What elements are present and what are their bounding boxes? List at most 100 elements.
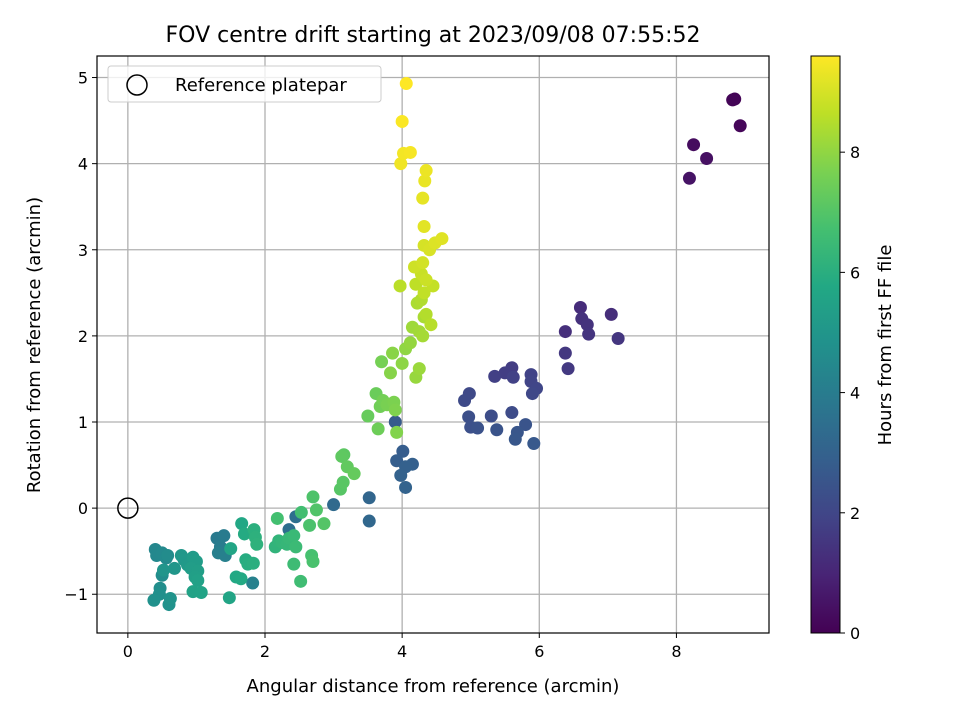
scatter-point (294, 505, 308, 519)
scatter-point (419, 273, 433, 287)
scatter-point (561, 362, 575, 376)
y-tick-label: 2 (78, 327, 88, 346)
scatter-point (371, 422, 385, 436)
colorbar-gradient (810, 55, 841, 634)
scatter-point (217, 529, 231, 543)
reference-point-group (117, 497, 139, 519)
scatter-point (687, 138, 701, 152)
scatter-point (224, 542, 238, 556)
x-tick-label: 4 (397, 642, 407, 661)
x-axis-label: Angular distance from reference (arcmin) (247, 676, 620, 697)
scatter-point (682, 171, 696, 185)
colorbar-label: Hours from first FF file (875, 245, 896, 446)
scatter-point (327, 498, 341, 512)
scatter-point (700, 151, 714, 165)
scatter-points (147, 77, 747, 612)
scatter-point (306, 490, 320, 504)
y-tick-label: 0 (78, 499, 88, 518)
scatter-point (362, 491, 376, 505)
scatter-point (419, 164, 433, 178)
legend-box (107, 65, 382, 103)
scatter-point (167, 561, 181, 575)
legend: Reference platepar (107, 65, 382, 103)
scatter-point (347, 467, 361, 481)
scatter-point (235, 517, 249, 531)
scatter-point (396, 444, 410, 458)
scatter-point (163, 592, 177, 606)
reference-point (117, 497, 139, 519)
scatter-point (419, 307, 433, 321)
colorbar: 0 2 4 6 8 Hours from first FF file (810, 55, 896, 643)
scatter-point (558, 346, 572, 360)
scatter-point (194, 586, 208, 600)
x-tick-label: 2 (260, 642, 270, 661)
scatter-point (336, 475, 350, 489)
grid (97, 56, 769, 633)
scatter-point (582, 327, 596, 341)
scatter-point (416, 256, 430, 270)
scatter-point (399, 77, 413, 91)
scatter-point (403, 336, 417, 350)
scatter-point (250, 537, 264, 551)
scatter-point (394, 468, 408, 482)
scatter-point (435, 232, 449, 246)
scatter-point (611, 331, 625, 345)
scatter-point (246, 556, 260, 570)
scatter-point (157, 563, 171, 577)
scatter-point (412, 362, 426, 376)
scatter-point (505, 406, 519, 420)
scatter-point (395, 356, 409, 370)
scatter-point (303, 518, 317, 532)
scatter-point (289, 540, 303, 554)
scatter-point (462, 410, 476, 424)
y-tick-label: 1 (78, 413, 88, 432)
scatter-point (418, 174, 432, 188)
scatter-point (416, 329, 430, 343)
scatter-point (580, 318, 594, 332)
x-tick-label: 0 (123, 642, 133, 661)
legend-label: Reference platepar (175, 75, 347, 96)
scatter-point (246, 576, 260, 590)
scatter-point (416, 191, 430, 205)
plot-frame (96, 55, 770, 634)
scatter-point (393, 279, 407, 293)
scatter-point (362, 514, 376, 528)
scatter-point (375, 355, 389, 369)
scatter-point (471, 421, 485, 435)
scatter-point (525, 387, 539, 401)
colorbar-tick-label: 6 (850, 263, 860, 282)
scatter-point (484, 409, 498, 423)
scatter-point (527, 437, 541, 451)
scatter-point (161, 548, 175, 562)
x-tick-label: 6 (534, 642, 544, 661)
x-axis-ticks: 0 2 4 6 8 (123, 633, 682, 661)
scatter-point (191, 573, 205, 587)
scatter-point (388, 415, 402, 429)
scatter-point (506, 370, 520, 384)
y-axis-label: Rotation from reference (arcmin) (24, 197, 45, 493)
scatter-point (270, 511, 284, 525)
colorbar-tick-label: 2 (850, 504, 860, 523)
y-tick-label: 4 (78, 155, 88, 174)
scatter-point (519, 418, 533, 432)
scatter-point (317, 517, 331, 531)
scatter-point (508, 432, 522, 446)
scatter-point (383, 366, 397, 380)
y-tick-label: 5 (78, 69, 88, 88)
scatter-point (604, 307, 618, 321)
colorbar-tick-label: 4 (850, 384, 860, 403)
scatter-point (399, 480, 413, 494)
scatter-point (335, 449, 349, 463)
scatter-point (309, 503, 323, 517)
scatter-point (458, 393, 472, 407)
scatter-point (573, 300, 587, 314)
scatter-point (417, 220, 431, 234)
scatter-point (403, 145, 417, 159)
scatter-point (147, 593, 161, 607)
chart-title: FOV centre drift starting at 2023/09/08 … (166, 23, 701, 48)
y-tick-label: −1 (64, 585, 88, 604)
scatter-point (488, 369, 502, 383)
scatter-point (386, 346, 400, 360)
scatter-point (394, 157, 408, 171)
